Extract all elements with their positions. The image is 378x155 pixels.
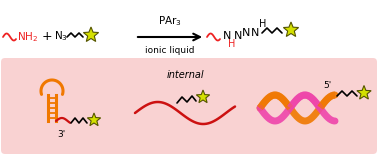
Text: 3': 3' [57, 130, 65, 139]
FancyBboxPatch shape [1, 58, 377, 154]
Polygon shape [284, 22, 299, 36]
Text: N: N [234, 31, 242, 41]
Text: N: N [223, 31, 231, 41]
Text: internal: internal [167, 70, 204, 80]
Text: ionic liquid: ionic liquid [145, 46, 195, 55]
Text: N: N [251, 28, 259, 38]
Text: +: + [42, 29, 52, 42]
Polygon shape [84, 27, 99, 42]
Polygon shape [196, 90, 210, 103]
Text: H: H [259, 19, 266, 29]
Text: PAr$_3$: PAr$_3$ [158, 14, 182, 28]
Polygon shape [357, 86, 371, 99]
Text: N$_3$: N$_3$ [54, 29, 68, 43]
Text: N: N [242, 28, 250, 38]
Text: 5': 5' [323, 82, 331, 91]
Text: NH$_2$: NH$_2$ [17, 30, 38, 44]
Polygon shape [87, 113, 101, 126]
Text: H: H [228, 39, 235, 49]
